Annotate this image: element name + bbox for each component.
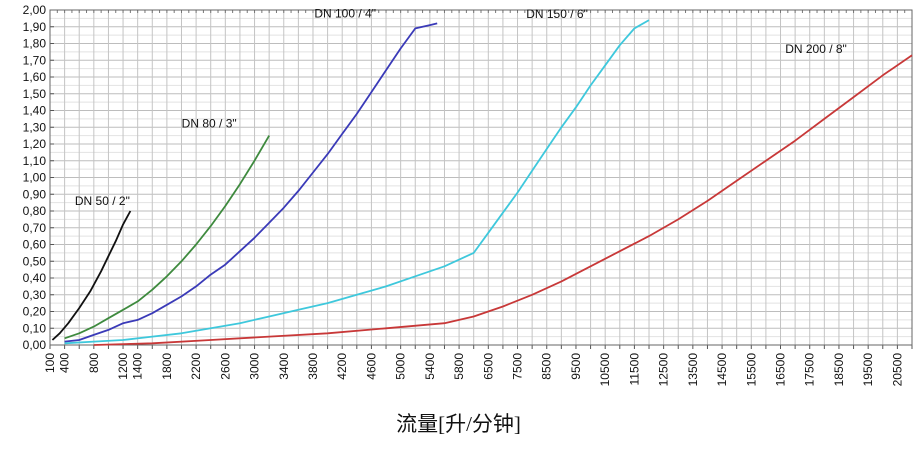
x-tick-label: 800	[87, 353, 101, 373]
series-line	[51, 210, 132, 341]
y-tick-label: 0,70	[23, 221, 47, 235]
x-tick-label: 16500	[774, 353, 788, 387]
x-tick-label: 15500	[744, 353, 758, 387]
x-tick-label: 14500	[715, 353, 729, 387]
series-label: DN 150 / 6"	[526, 7, 588, 21]
series-label: DN 80 / 3"	[182, 117, 237, 131]
y-tick-label: 0,10	[23, 321, 47, 335]
y-tick-label: 0,80	[23, 204, 47, 218]
y-tick-label: 1,80	[23, 37, 47, 51]
x-tick-label: 10500	[598, 353, 612, 387]
x-tick-label: 3000	[248, 353, 262, 380]
x-tick-label: 3800	[306, 353, 320, 380]
x-tick-label: 11500	[627, 353, 641, 386]
x-tick-label: 4200	[335, 353, 349, 380]
x-tick-label: 400	[58, 353, 72, 373]
y-tick-label: 1,20	[23, 137, 47, 151]
y-tick-label: 1,00	[23, 171, 47, 185]
x-tick-label: 4600	[364, 353, 378, 380]
y-tick-label: 0,20	[23, 305, 47, 319]
x-tick-label: 19500	[861, 353, 875, 387]
x-tick-label: 5800	[452, 353, 466, 380]
x-tick-label: 18500	[832, 353, 846, 387]
series-label: DN 100 / 4"	[314, 6, 376, 20]
x-tick-label: 1400	[131, 353, 145, 380]
y-tick-label: 2,00	[23, 3, 47, 17]
y-tick-label: 1,40	[23, 104, 47, 118]
series-line	[93, 54, 913, 346]
x-tick-label: 8500	[540, 353, 554, 380]
y-tick-label: 1,90	[23, 20, 47, 34]
x-tick-label: 2600	[218, 353, 232, 380]
y-tick-label: 1,60	[23, 70, 47, 84]
x-tick-label: 1200	[116, 353, 130, 380]
y-tick-label: 0,40	[23, 271, 47, 285]
series-line	[64, 135, 270, 340]
series-label: DN 50 / 2"	[75, 194, 130, 208]
y-tick-label: 0,50	[23, 254, 47, 268]
y-tick-label: 1,70	[23, 53, 47, 67]
y-tick-label: 0,90	[23, 187, 47, 201]
y-tick-label: 1,10	[23, 154, 47, 168]
x-tick-label: 20500	[890, 353, 904, 387]
series-label: DN 200 / 8"	[785, 42, 847, 56]
series-line	[64, 19, 650, 345]
x-tick-label: 5400	[423, 353, 437, 380]
x-tick-label: 9500	[569, 353, 583, 380]
x-tick-label: 7500	[511, 353, 525, 380]
y-tick-label: 1,50	[23, 87, 47, 101]
y-tick-label: 0,00	[23, 338, 47, 352]
x-tick-label: 13500	[686, 353, 700, 387]
y-tick-label: 1,30	[23, 120, 47, 134]
x-tick-label: 6500	[481, 353, 495, 380]
y-tick-label: 0,30	[23, 288, 47, 302]
x-tick-label: 3400	[277, 353, 291, 380]
x-axis-label: 流量[升/分钟]	[396, 412, 521, 436]
x-tick-label: 2200	[189, 353, 203, 380]
plot-border	[49, 9, 913, 346]
x-tick-label: 100	[43, 353, 57, 373]
series-line	[64, 22, 438, 343]
x-tick-label: 12500	[657, 353, 671, 387]
x-tick-label: 1800	[160, 353, 174, 380]
y-tick-label: 0,60	[23, 238, 47, 252]
x-tick-label: 5000	[394, 353, 408, 380]
x-tick-label: 17500	[803, 353, 817, 387]
